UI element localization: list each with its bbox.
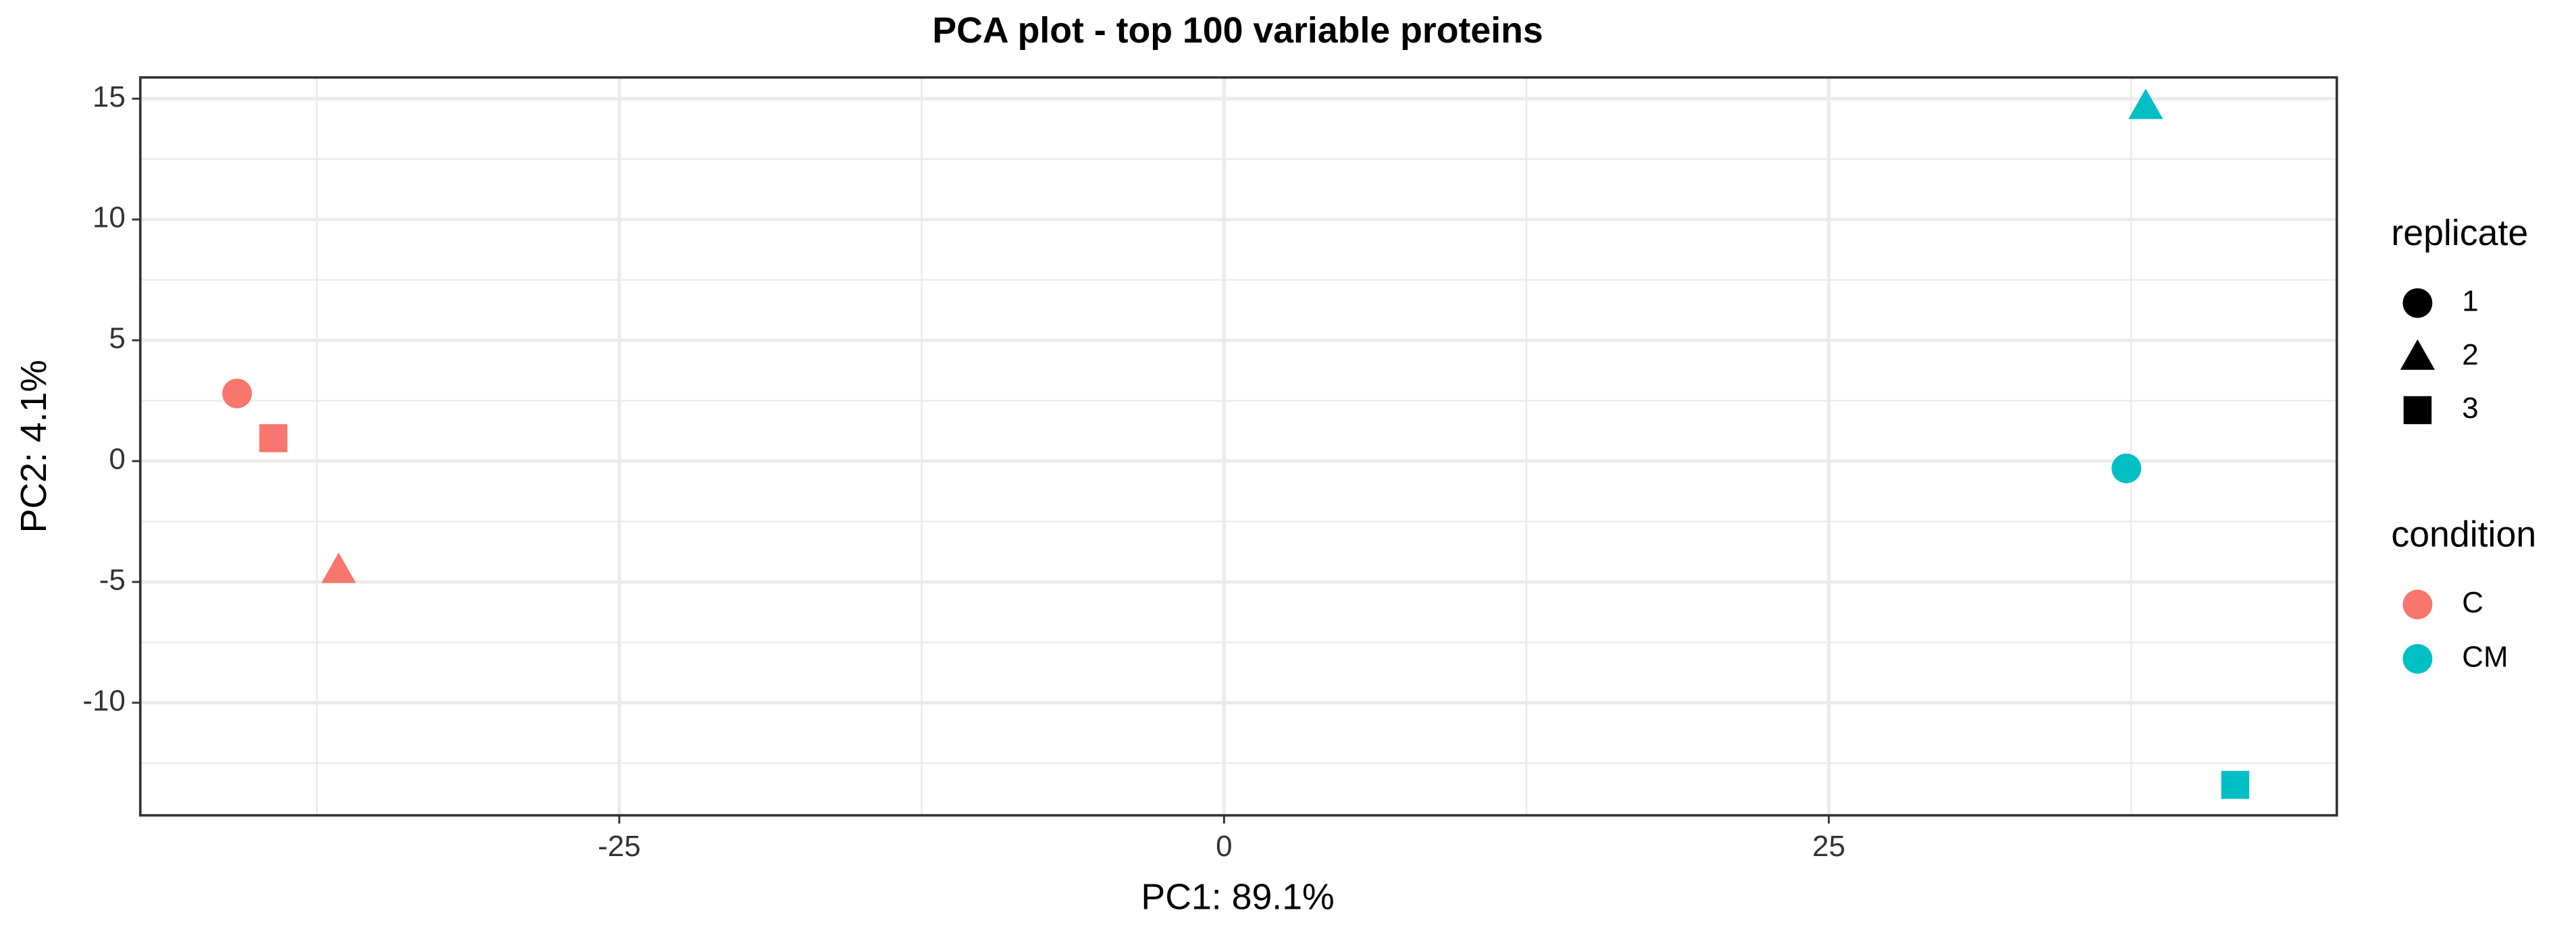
y-tick-label: 0 — [109, 443, 125, 476]
y-tick-label: 10 — [93, 201, 126, 234]
y-axis-title: PC2: 4.1% — [14, 360, 54, 533]
y-tick-label: 15 — [93, 80, 126, 113]
legend-shape — [2400, 339, 2436, 370]
legend-label: 2 — [2462, 338, 2478, 371]
legend-key — [2402, 589, 2433, 620]
y-tick-label: 5 — [109, 322, 125, 355]
x-axis-title: PC1: 89.1% — [1141, 876, 1334, 917]
legend-shape — [2402, 288, 2433, 318]
data-point — [2111, 453, 2142, 483]
legend-label: C — [2462, 586, 2483, 619]
data-point — [2128, 88, 2163, 120]
plot-border — [138, 76, 2338, 817]
chart-title: PCA plot - top 100 variable proteins — [932, 10, 1543, 51]
legend-title: replicate — [2391, 213, 2528, 253]
legend-shape — [2403, 396, 2432, 425]
legend-key — [2402, 643, 2433, 674]
legend-label: 3 — [2462, 392, 2478, 425]
data-point — [321, 552, 357, 583]
data-point — [259, 424, 288, 452]
legend-title: condition — [2391, 514, 2536, 555]
y-tick-label: -5 — [99, 564, 126, 597]
data-point — [222, 378, 252, 408]
x-tick-label: -25 — [598, 830, 640, 863]
x-tick-label: 25 — [1812, 830, 1845, 863]
legend-label: 1 — [2462, 285, 2478, 318]
legend-label: CM — [2462, 640, 2508, 673]
y-tick-label: -10 — [82, 684, 125, 717]
x-tick-label: 0 — [1216, 830, 1232, 863]
plot-background — [140, 77, 2337, 816]
data-point — [2221, 770, 2250, 799]
